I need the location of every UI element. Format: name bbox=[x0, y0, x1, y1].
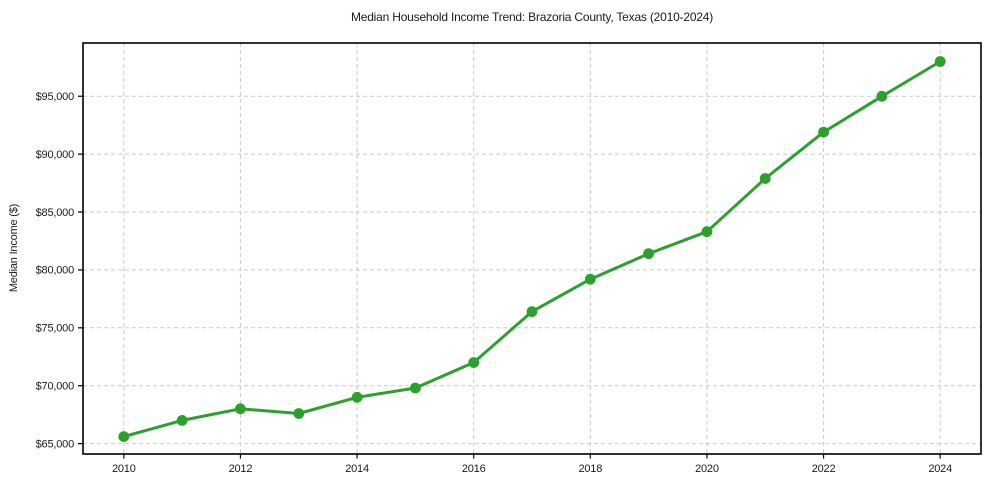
x-tick-label: 2012 bbox=[229, 463, 253, 475]
x-tick-label: 2016 bbox=[462, 463, 486, 475]
data-point-2022 bbox=[818, 126, 829, 138]
x-tick-label: 2018 bbox=[578, 463, 602, 475]
data-point-2012 bbox=[235, 403, 246, 415]
data-point-2024 bbox=[934, 56, 946, 67]
plot-border bbox=[82, 42, 982, 455]
data-point-2011 bbox=[176, 415, 188, 426]
chart-title: Median Household Income Trend: Brazoria … bbox=[351, 10, 713, 24]
data-point-2020 bbox=[701, 226, 713, 238]
y-tick-label: $80,000 bbox=[36, 265, 74, 277]
axis-layer: 2010 2012 2014 2016 2018 2020 2022 2024 $65,000 $… bbox=[36, 42, 982, 475]
line-series bbox=[118, 56, 946, 442]
data-point-2016 bbox=[468, 357, 480, 368]
x-tick-label: 2010 bbox=[112, 463, 136, 475]
data-point-2013 bbox=[293, 408, 305, 419]
trend-line bbox=[122, 60, 942, 439]
y-tick-label: $90,000 bbox=[36, 149, 74, 161]
x-tick-label: 2014 bbox=[345, 463, 369, 475]
data-point-2023 bbox=[876, 90, 888, 102]
data-point-2015 bbox=[410, 382, 421, 394]
x-tick-label: 2022 bbox=[812, 463, 836, 475]
data-point-2010 bbox=[118, 431, 130, 442]
data-point-2021 bbox=[759, 173, 771, 184]
data-point-2014 bbox=[351, 391, 363, 403]
y-axis-label: Median Income ($) bbox=[8, 204, 20, 292]
y-tick-label: $95,000 bbox=[36, 91, 74, 103]
y-tick-label: $85,000 bbox=[36, 207, 74, 219]
y-tick-label: $65,000 bbox=[36, 438, 74, 450]
data-point-2017 bbox=[526, 306, 538, 317]
data-point-2019 bbox=[643, 248, 654, 260]
x-tick-label: 2020 bbox=[695, 463, 719, 475]
y-tick-label: $70,000 bbox=[36, 380, 74, 392]
y-tick-label: $75,000 bbox=[36, 323, 74, 335]
x-tick-label: 2024 bbox=[928, 463, 952, 475]
grid-layer bbox=[83, 43, 981, 454]
data-point-2018 bbox=[584, 273, 596, 285]
